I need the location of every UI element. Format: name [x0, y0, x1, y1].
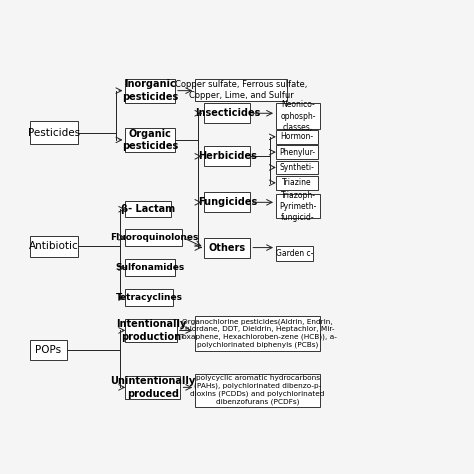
- FancyBboxPatch shape: [204, 146, 250, 166]
- Text: Copper sulfate, Ferrous sulfate,
Copper, Lime, and Sulfur: Copper sulfate, Ferrous sulfate, Copper,…: [175, 80, 307, 100]
- FancyBboxPatch shape: [125, 79, 175, 102]
- FancyBboxPatch shape: [125, 319, 177, 342]
- Text: Phenylur-: Phenylur-: [279, 147, 315, 156]
- FancyBboxPatch shape: [195, 374, 320, 407]
- FancyBboxPatch shape: [276, 145, 318, 159]
- Text: Hormon-: Hormon-: [281, 132, 314, 141]
- FancyBboxPatch shape: [195, 79, 287, 100]
- FancyBboxPatch shape: [276, 176, 318, 190]
- FancyBboxPatch shape: [276, 130, 318, 144]
- Text: Insecticides: Insecticides: [195, 108, 260, 118]
- FancyBboxPatch shape: [125, 128, 175, 152]
- FancyBboxPatch shape: [125, 229, 182, 246]
- Text: Organic
pesticides: Organic pesticides: [122, 129, 178, 151]
- Text: Fluoroquinolones: Fluoroquinolones: [109, 233, 198, 242]
- Text: Garden c-: Garden c-: [276, 249, 313, 258]
- Text: Others: Others: [209, 243, 246, 253]
- FancyBboxPatch shape: [125, 375, 181, 399]
- FancyBboxPatch shape: [195, 316, 320, 351]
- Text: Pesticides: Pesticides: [27, 128, 80, 137]
- FancyBboxPatch shape: [30, 340, 66, 360]
- Text: Organochlorine pesticides(Aldrin, Endrin,
Chlordane, DDT, Dieldrin, Heptachlor, : Organochlorine pesticides(Aldrin, Endrin…: [179, 319, 337, 348]
- Text: POPs: POPs: [35, 345, 61, 355]
- Text: Fungicides: Fungicides: [198, 197, 257, 207]
- FancyBboxPatch shape: [30, 237, 78, 256]
- FancyBboxPatch shape: [125, 201, 171, 218]
- FancyBboxPatch shape: [204, 237, 250, 258]
- Text: Syntheti-: Syntheti-: [280, 163, 315, 172]
- Text: β- Lactam: β- Lactam: [121, 204, 175, 214]
- Text: Triazine: Triazine: [283, 178, 312, 187]
- Text: Inorganic
pesticides: Inorganic pesticides: [122, 80, 178, 102]
- FancyBboxPatch shape: [204, 192, 250, 212]
- Text: polycyclic aromatic hydrocarbons
(PAHs), polychlorinated dibenzo-p-
dioxins (PCD: polycyclic aromatic hydrocarbons (PAHs),…: [191, 375, 325, 405]
- FancyBboxPatch shape: [204, 103, 250, 123]
- FancyBboxPatch shape: [276, 161, 318, 174]
- Text: Neonico-
ophosph-
classes,: Neonico- ophosph- classes,: [280, 100, 316, 132]
- FancyBboxPatch shape: [276, 246, 313, 261]
- Text: Sulfonamides: Sulfonamides: [116, 263, 185, 272]
- Text: Triazoph-
Pyrimeth-
fungicid-: Triazoph- Pyrimeth- fungicid-: [279, 191, 317, 222]
- Text: Antibiotic: Antibiotic: [29, 241, 79, 252]
- FancyBboxPatch shape: [276, 103, 320, 129]
- FancyBboxPatch shape: [276, 194, 320, 218]
- FancyBboxPatch shape: [125, 289, 173, 306]
- Text: Tetracyclines: Tetracyclines: [116, 293, 183, 302]
- Text: Herbicides: Herbicides: [198, 151, 257, 161]
- Text: Intentionally
production: Intentionally production: [116, 319, 186, 342]
- Text: Unintentionally
produced: Unintentionally produced: [110, 376, 196, 399]
- FancyBboxPatch shape: [30, 121, 78, 145]
- FancyBboxPatch shape: [125, 259, 175, 276]
